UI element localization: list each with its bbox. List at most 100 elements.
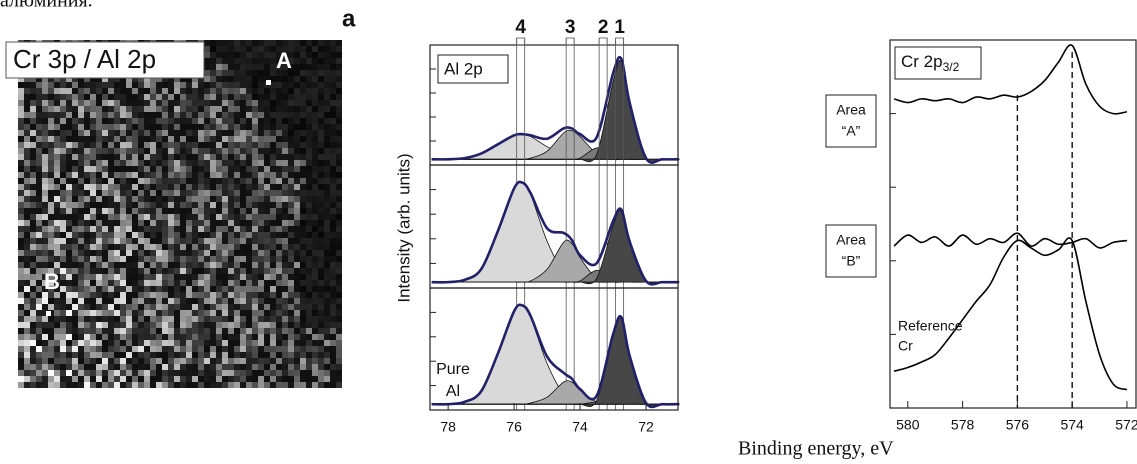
map-pixel xyxy=(318,64,324,70)
map-pixel xyxy=(192,100,198,106)
map-pixel xyxy=(66,142,72,148)
map-pixel xyxy=(264,382,270,388)
map-pixel xyxy=(270,322,276,328)
map-pixel xyxy=(204,214,210,220)
map-pixel xyxy=(30,382,36,388)
map-pixel xyxy=(204,220,210,226)
map-pixel xyxy=(228,136,234,142)
map-pixel xyxy=(114,112,120,118)
map-pixel xyxy=(318,250,324,256)
map-pixel xyxy=(300,322,306,328)
map-pixel xyxy=(90,292,96,298)
map-pixel xyxy=(270,316,276,322)
map-pixel xyxy=(186,130,192,136)
map-pixel xyxy=(198,154,204,160)
map-pixel xyxy=(18,136,24,142)
map-pixel xyxy=(162,82,168,88)
map-pixel xyxy=(270,118,276,124)
map-pixel xyxy=(90,238,96,244)
map-pixel xyxy=(66,280,72,286)
map-pixel xyxy=(216,52,222,58)
map-pixel xyxy=(294,340,300,346)
map-pixel xyxy=(18,280,24,286)
map-pixel xyxy=(96,346,102,352)
map-pixel xyxy=(222,64,228,70)
map-pixel xyxy=(162,190,168,196)
map-pixel xyxy=(138,226,144,232)
map-pixel xyxy=(120,376,126,382)
map-pixel xyxy=(264,148,270,154)
map-pixel xyxy=(42,178,48,184)
map-pixel xyxy=(222,88,228,94)
map-pixel xyxy=(270,382,276,388)
map-pixel xyxy=(204,166,210,172)
map-pixel xyxy=(174,382,180,388)
map-pixel xyxy=(300,232,306,238)
map-pixel xyxy=(84,232,90,238)
map-pixel xyxy=(36,184,42,190)
map-pixel xyxy=(162,358,168,364)
map-pixel xyxy=(120,262,126,268)
map-pixel xyxy=(174,154,180,160)
map-pixel xyxy=(24,118,30,124)
map-pixel xyxy=(144,160,150,166)
map-pixel xyxy=(132,160,138,166)
map-pixel xyxy=(54,316,60,322)
map-pixel xyxy=(138,154,144,160)
map-pixel xyxy=(258,280,264,286)
map-pixel xyxy=(150,250,156,256)
map-pixel xyxy=(168,238,174,244)
map-pixel xyxy=(234,322,240,328)
map-pixel xyxy=(162,202,168,208)
map-pixel xyxy=(318,58,324,64)
map-pixel xyxy=(198,310,204,316)
map-pixel xyxy=(264,94,270,100)
map-pixel xyxy=(330,184,336,190)
map-pixel xyxy=(186,94,192,100)
map-pixel xyxy=(102,334,108,340)
map-pixel xyxy=(30,88,36,94)
map-pixel xyxy=(300,112,306,118)
map-pixel xyxy=(72,364,78,370)
map-pixel xyxy=(198,226,204,232)
map-pixel xyxy=(216,70,222,76)
map-pixel xyxy=(42,250,48,256)
map-pixel xyxy=(186,196,192,202)
map-pixel xyxy=(84,226,90,232)
map-pixel xyxy=(330,160,336,166)
map-pixel xyxy=(30,100,36,106)
map-pixel xyxy=(18,118,24,124)
map-pixel xyxy=(306,124,312,130)
map-pixel xyxy=(120,118,126,124)
map-pixel xyxy=(144,118,150,124)
map-pixel xyxy=(90,322,96,328)
map-pixel xyxy=(240,160,246,166)
map-pixel xyxy=(252,118,258,124)
map-pixel xyxy=(282,256,288,262)
map-pixel xyxy=(120,100,126,106)
map-pixel xyxy=(186,250,192,256)
map-pixel xyxy=(126,346,132,352)
map-pixel xyxy=(84,358,90,364)
map-pixel xyxy=(72,148,78,154)
map-pixel xyxy=(90,244,96,250)
map-pixel xyxy=(294,154,300,160)
map-pixel xyxy=(48,118,54,124)
map-pixel xyxy=(198,250,204,256)
map-pixel xyxy=(336,262,342,268)
map-pixel xyxy=(252,220,258,226)
map-pixel xyxy=(300,340,306,346)
map-pixel xyxy=(48,208,54,214)
map-pixel xyxy=(36,154,42,160)
map-pixel xyxy=(258,226,264,232)
map-pixel xyxy=(282,358,288,364)
map-pixel xyxy=(72,382,78,388)
map-pixel xyxy=(270,202,276,208)
map-pixel xyxy=(30,328,36,334)
map-pixel xyxy=(108,196,114,202)
map-pixel xyxy=(42,328,48,334)
map-pixel xyxy=(294,46,300,52)
map-pixel xyxy=(156,304,162,310)
map-pixel xyxy=(312,214,318,220)
map-pixel xyxy=(150,172,156,178)
